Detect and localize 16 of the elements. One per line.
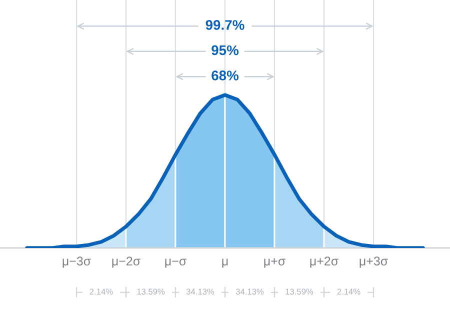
text: 95%: [212, 45, 239, 56]
text: 2.14%: [337, 288, 360, 295]
text: 2.14%: [90, 288, 113, 295]
text: 99.7%: [206, 20, 244, 30]
x-tick-label: μ+2σ: [310, 256, 338, 268]
text: 68%: [212, 70, 239, 80]
x-tick-label: μ−σ: [165, 258, 186, 268]
x-tick-label: μ−2σ: [112, 256, 140, 268]
text: 13.59%: [137, 288, 165, 295]
x-tick-label: μ+σ: [264, 258, 286, 268]
text: 34.13%: [236, 288, 264, 295]
text: 34.13%: [186, 288, 214, 295]
x-tick-label: μ−3σ: [62, 256, 91, 268]
x-tick-label: μ+3σ: [360, 256, 388, 268]
x-tick-label: μ: [222, 258, 228, 268]
text: 13.59%: [286, 288, 314, 295]
